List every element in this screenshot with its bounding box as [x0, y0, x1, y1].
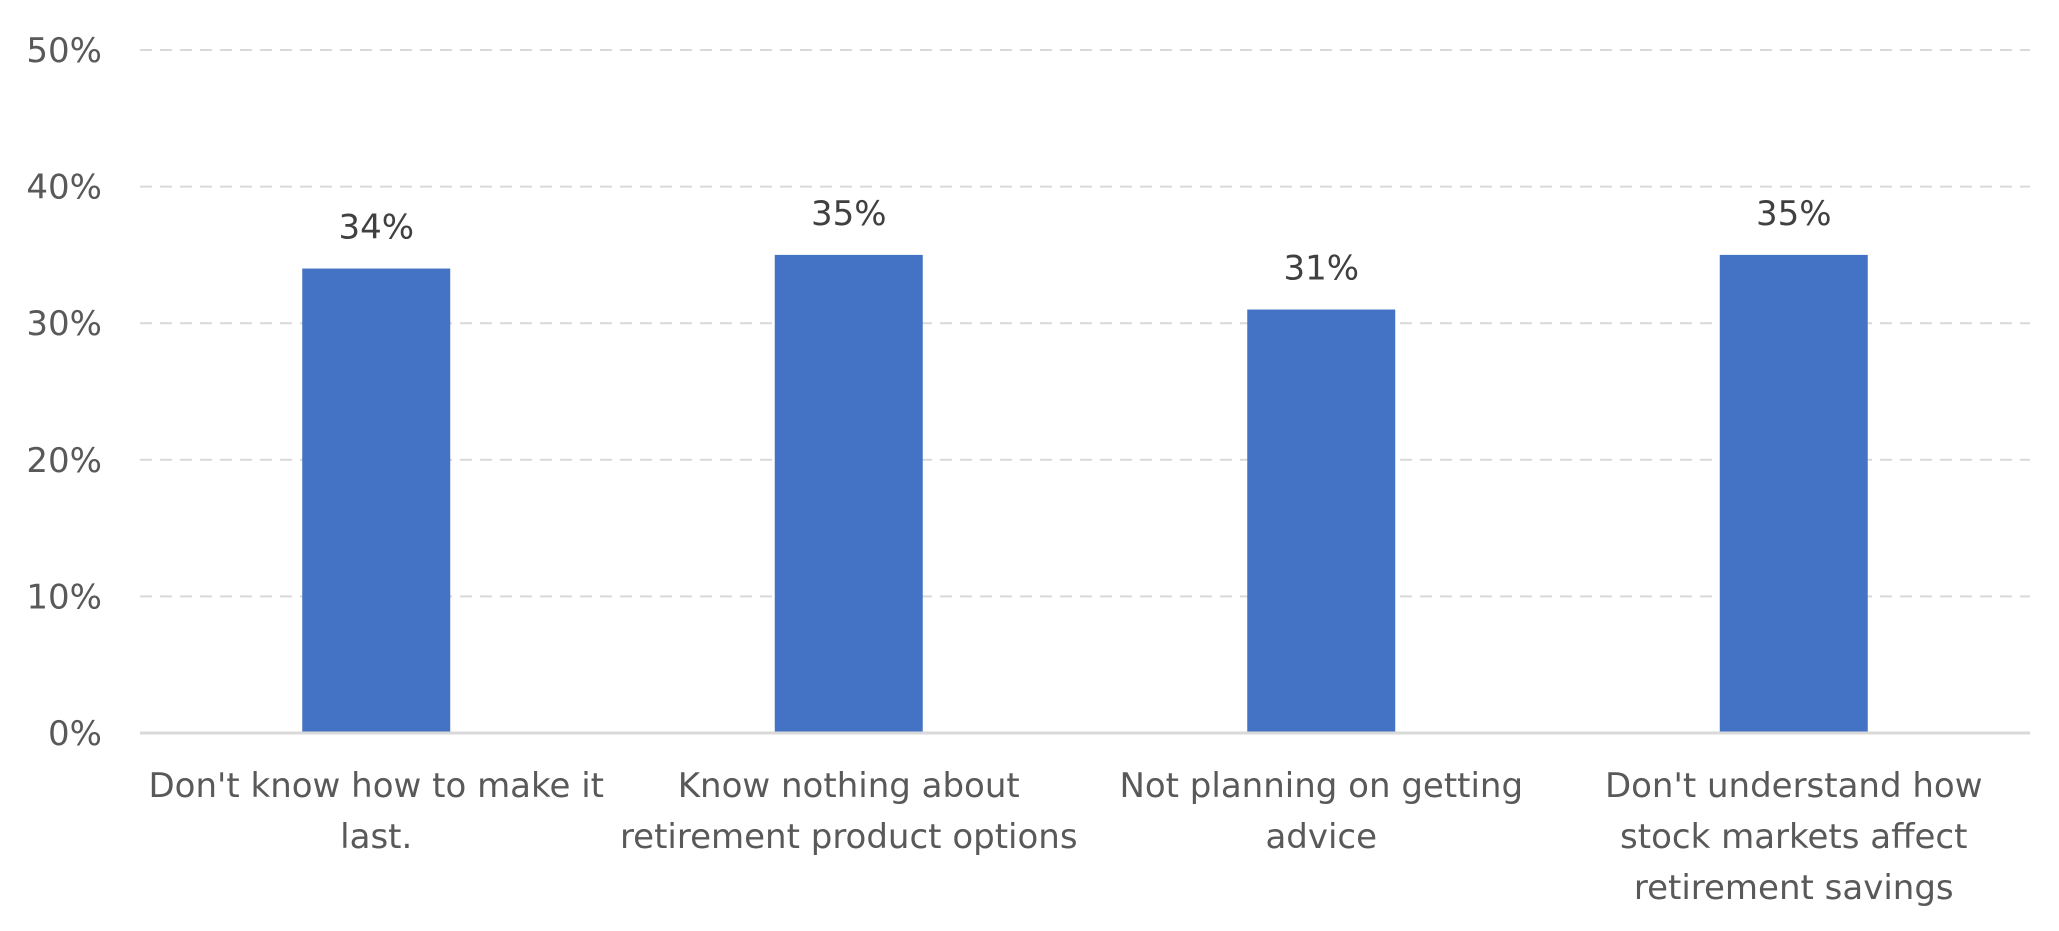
- x-axis-tick-labels: Don't know how to make it last. Know nothi…: [148, 766, 1982, 908]
- bar: [1719, 254, 1868, 733]
- x-tick-label-line: Know nothing about: [678, 766, 1020, 806]
- y-tick-label: 20%: [26, 441, 102, 481]
- x-tick-label-line: advice: [1265, 817, 1377, 857]
- y-tick-label: 40%: [26, 168, 102, 208]
- y-axis-tick-labels: 0% 10% 20% 30% 40% 50%: [26, 31, 102, 754]
- bar: [302, 268, 451, 733]
- gridlines: [140, 49, 2030, 598]
- x-tick-label-line: retirement product options: [620, 817, 1078, 857]
- data-label: 35%: [811, 194, 887, 234]
- x-tick-label-line: Don't know how to make it: [148, 766, 604, 806]
- x-tick-label: Know nothing about retirement product opt…: [620, 766, 1078, 857]
- x-tick-label-line: Not planning on getting: [1119, 766, 1523, 806]
- data-label: 35%: [1756, 194, 1832, 234]
- x-tick-label-line: retirement savings: [1634, 868, 1954, 908]
- x-tick-label: Don't understand how stock markets affect…: [1605, 766, 1983, 908]
- data-labels: 34% 35% 31% 35%: [338, 194, 1831, 289]
- x-tick-label: Not planning on getting advice: [1119, 766, 1523, 857]
- x-tick-label-line: last.: [340, 817, 412, 857]
- bars: [302, 254, 1868, 733]
- x-tick-label-line: stock markets affect: [1620, 817, 1967, 857]
- y-tick-label: 50%: [26, 31, 102, 71]
- data-label: 34%: [338, 208, 414, 248]
- y-tick-label: 30%: [26, 304, 102, 344]
- data-label: 31%: [1283, 249, 1359, 289]
- x-tick-label-line: Don't understand how: [1605, 766, 1983, 806]
- bar: [1247, 309, 1396, 733]
- y-tick-label: 0%: [48, 714, 102, 754]
- y-tick-label: 10%: [26, 577, 102, 617]
- bar: [774, 254, 923, 733]
- x-tick-label: Don't know how to make it last.: [148, 766, 604, 857]
